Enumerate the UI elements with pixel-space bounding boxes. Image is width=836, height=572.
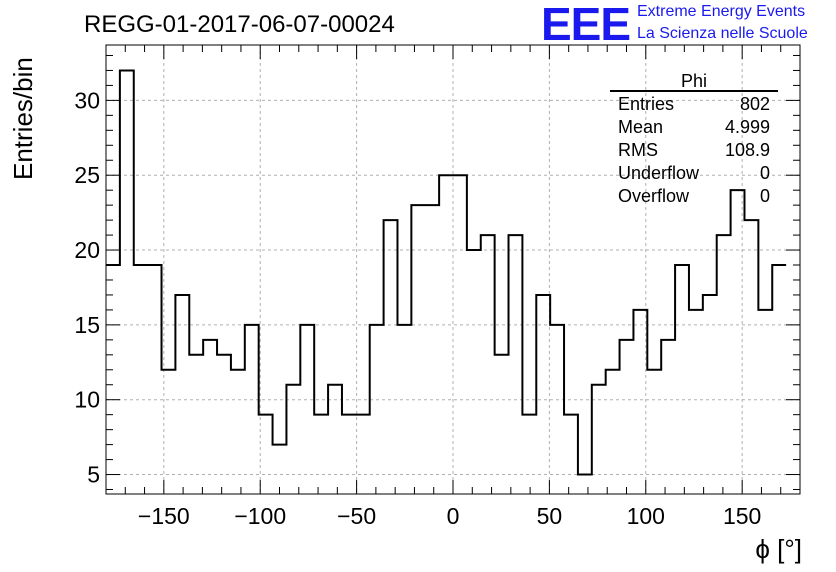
- stats-value: 0: [760, 163, 770, 183]
- histogram-bin: [273, 445, 287, 494]
- x-tick-label: 50: [537, 503, 563, 529]
- x-tick-label: −50: [337, 503, 376, 529]
- histogram-bin: [342, 415, 356, 494]
- stats-label: Underflow: [618, 163, 700, 183]
- histogram-bin: [148, 265, 162, 494]
- histogram-bin: [689, 310, 703, 494]
- histogram-bin: [675, 265, 689, 494]
- eee-logo: EEE: [541, 0, 631, 50]
- histogram-bin: [744, 220, 758, 494]
- histogram-bin: [411, 205, 425, 494]
- logo-line-2: La Scienza nelle Scuole: [637, 25, 808, 42]
- histogram-bin: [509, 235, 523, 494]
- histogram-bin: [620, 340, 634, 494]
- stats-label: Mean: [618, 117, 663, 137]
- histogram-bin: [564, 415, 578, 494]
- stats-value: 108.9: [725, 140, 770, 160]
- histogram-bin: [578, 475, 592, 494]
- histogram-bin: [592, 385, 606, 494]
- chart-title: REGG-01-2017-06-07-00024: [84, 11, 395, 38]
- histogram-bin: [134, 265, 148, 494]
- y-tick-label: 10: [74, 387, 100, 413]
- histogram-bin: [217, 355, 231, 494]
- histogram-bin: [314, 415, 328, 494]
- histogram-bin: [647, 370, 661, 494]
- histogram-bin: [439, 175, 453, 494]
- histogram-bin: [120, 70, 134, 494]
- histogram-bin: [481, 235, 495, 494]
- histogram-bin: [425, 205, 439, 494]
- y-tick-label: 25: [74, 162, 100, 188]
- histogram-bin: [453, 175, 467, 494]
- histogram-bin: [661, 340, 675, 494]
- stats-name: Phi: [681, 71, 707, 91]
- histogram-bin: [384, 220, 398, 494]
- y-tick-label: 5: [87, 462, 100, 488]
- histogram-bin: [397, 325, 411, 494]
- stats-value: 802: [740, 94, 770, 114]
- histogram-bin: [175, 295, 189, 494]
- histogram-bin: [758, 310, 772, 494]
- stats-value: 0: [760, 186, 770, 206]
- stats-value: 4.999: [725, 117, 770, 137]
- histogram-bin: [495, 355, 509, 494]
- histogram-bin: [203, 340, 217, 494]
- x-tick-label: −150: [138, 503, 190, 529]
- stats-label: Entries: [618, 94, 674, 114]
- histogram-bin: [370, 325, 384, 494]
- histogram-bin: [772, 265, 786, 494]
- stats-label: RMS: [618, 140, 658, 160]
- x-tick-label: −100: [234, 503, 286, 529]
- histogram-bin: [356, 415, 370, 494]
- histogram-bin: [259, 415, 273, 494]
- histogram-outline: [106, 69, 787, 476]
- histogram-bin: [550, 325, 564, 494]
- x-axis-label: ϕ [°]: [755, 534, 802, 564]
- y-tick-label: 20: [74, 237, 100, 263]
- x-tick-label: 100: [627, 503, 665, 529]
- histogram-bin: [606, 370, 620, 494]
- y-tick-label: 30: [74, 87, 100, 113]
- logo-line-1: Extreme Energy Events: [637, 3, 806, 20]
- x-tick-label: 150: [723, 503, 761, 529]
- histogram-bin: [245, 325, 259, 494]
- histogram-bin: [633, 310, 647, 494]
- histogram-bin: [467, 250, 481, 494]
- histogram-bin: [300, 325, 314, 494]
- stats-label: Overflow: [618, 186, 690, 206]
- histogram-bin: [717, 235, 731, 494]
- histogram-bin: [286, 385, 300, 494]
- histogram-bin: [189, 355, 203, 494]
- histogram-bin: [328, 385, 342, 494]
- x-tick-label: 0: [447, 503, 460, 529]
- y-tick-label: 15: [74, 312, 100, 338]
- histogram-bin: [231, 370, 245, 494]
- histogram-bin: [522, 415, 536, 494]
